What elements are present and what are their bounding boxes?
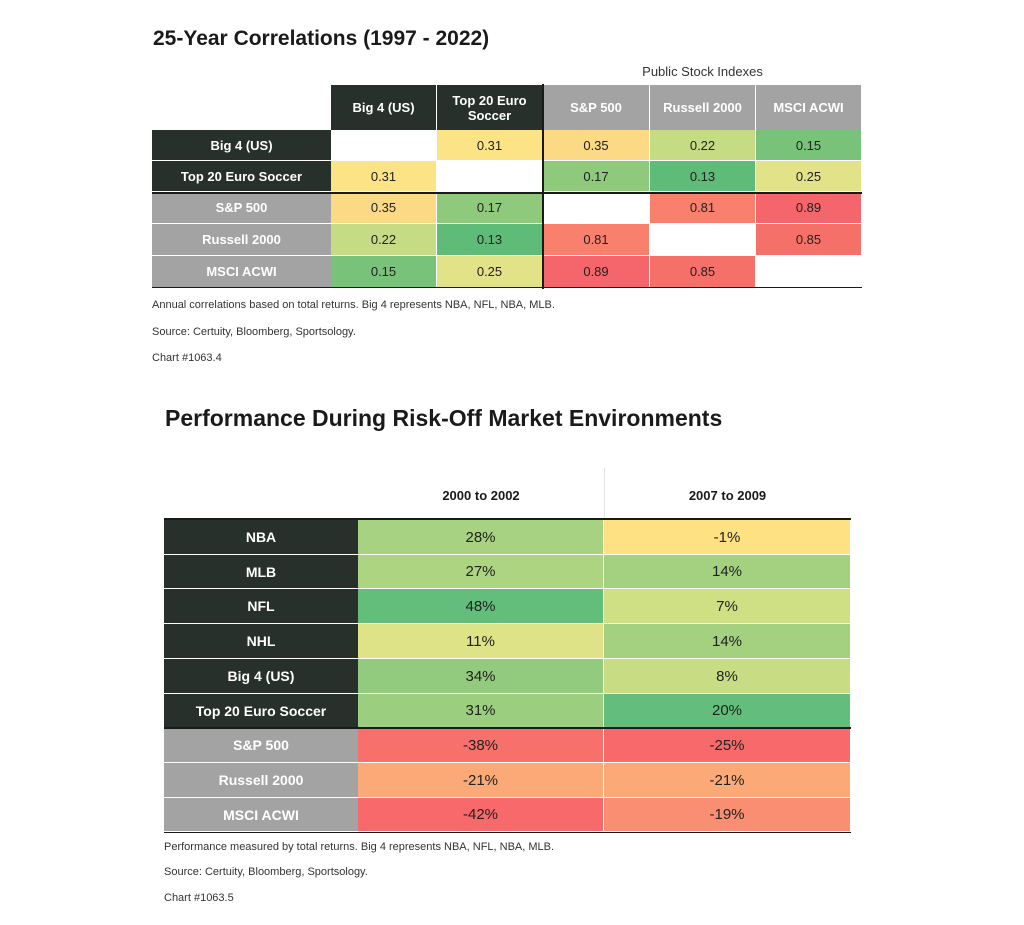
performance-cell: 48%	[358, 589, 604, 624]
divider-horizontal	[152, 192, 862, 194]
footnote: Annual correlations based on total retur…	[152, 299, 555, 311]
performance-cell: -21%	[358, 763, 604, 798]
performance-cell: 11%	[358, 624, 604, 659]
correlation-cell: 0.89	[756, 192, 862, 224]
divider-vertical	[542, 84, 544, 289]
correlation-cell: 0.17	[543, 161, 650, 192]
bottom-rule	[152, 287, 862, 288]
correlation-cell: 0.15	[756, 130, 862, 161]
correlation-cell: 0.35	[543, 130, 650, 161]
correlation-cell: 0.31	[331, 161, 437, 192]
performance-cell: 20%	[604, 694, 851, 728]
correlation-cell: 0.25	[756, 161, 862, 192]
row-label: Top 20 Euro Soccer	[152, 161, 331, 192]
footnote: Chart #1063.5	[164, 892, 234, 904]
performance-cell: 14%	[604, 555, 851, 589]
correlation-cell: 0.17	[437, 192, 543, 224]
footnote: Performance measured by total returns. B…	[164, 841, 555, 853]
correlation-cell: 0.22	[331, 224, 437, 256]
row-label: Big 4 (US)	[152, 130, 331, 161]
row-label: MSCI ACWI	[164, 798, 358, 832]
column-header: 2007 to 2009	[688, 488, 767, 503]
performance-cell: -38%	[358, 728, 604, 763]
correlation-cell: 0.31	[437, 130, 543, 161]
correlation-cell	[756, 256, 862, 288]
row-label: Top 20 Euro Soccer	[164, 694, 358, 728]
row-label: NBA	[164, 520, 358, 555]
row-label: Big 4 (US)	[164, 659, 358, 694]
public-indexes-group-label: Public Stock Indexes	[642, 64, 763, 79]
row-label: MSCI ACWI	[152, 256, 331, 288]
row-label: MLB	[164, 555, 358, 589]
header-separator	[604, 468, 605, 518]
performance-cell: -19%	[604, 798, 851, 832]
performance-cell: -21%	[604, 763, 851, 798]
bottom-rule	[164, 832, 851, 833]
row-label: S&P 500	[152, 192, 331, 224]
correlation-cell	[543, 192, 650, 224]
footnote: Source: Certuity, Bloomberg, Sportsology…	[164, 866, 368, 878]
performance-cell: -1%	[604, 520, 851, 555]
performance-cell: 8%	[604, 659, 851, 694]
row-label: NHL	[164, 624, 358, 659]
divider-horizontal	[164, 727, 851, 729]
performance-cell: 31%	[358, 694, 604, 728]
performance-title: Performance During Risk-Off Market Envir…	[165, 405, 723, 431]
row-label: Russell 2000	[152, 224, 331, 256]
footnote: Chart #1063.4	[152, 352, 222, 364]
column-header: 2000 to 2002	[442, 488, 520, 503]
correlation-cell: 0.81	[650, 192, 756, 224]
correlation-cell: 0.85	[756, 224, 862, 256]
performance-cell: 28%	[358, 520, 604, 555]
correlation-cell	[650, 224, 756, 256]
performance-cell: 7%	[604, 589, 851, 624]
column-header: MSCI ACWI	[756, 85, 861, 130]
row-label: S&P 500	[164, 728, 358, 763]
performance-cell: 34%	[358, 659, 604, 694]
performance-cell: 27%	[358, 555, 604, 589]
correlation-cell: 0.85	[650, 256, 756, 288]
correlation-cell: 0.35	[331, 192, 437, 224]
row-label: Russell 2000	[164, 763, 358, 798]
column-header: Russell 2000	[650, 85, 755, 130]
correlation-cell: 0.22	[650, 130, 756, 161]
correlations-title: 25-Year Correlations (1997 - 2022)	[153, 27, 490, 50]
performance-cell: -42%	[358, 798, 604, 832]
row-label: NFL	[164, 589, 358, 624]
performance-cell: 14%	[604, 624, 851, 659]
header-rule	[164, 518, 851, 520]
correlation-cell: 0.25	[437, 256, 543, 288]
footnote: Source: Certuity, Bloomberg, Sportsology…	[152, 326, 356, 338]
column-header: Top 20 Euro Soccer	[437, 85, 542, 130]
correlation-cell: 0.89	[543, 256, 650, 288]
correlation-cell: 0.81	[543, 224, 650, 256]
correlation-cell: 0.13	[650, 161, 756, 192]
column-header: S&P 500	[543, 85, 649, 130]
correlation-cell: 0.13	[437, 224, 543, 256]
correlation-cell	[331, 130, 437, 161]
column-header: Big 4 (US)	[331, 85, 436, 130]
correlation-cell: 0.15	[331, 256, 437, 288]
correlation-cell	[437, 161, 543, 192]
performance-cell: -25%	[604, 728, 851, 763]
